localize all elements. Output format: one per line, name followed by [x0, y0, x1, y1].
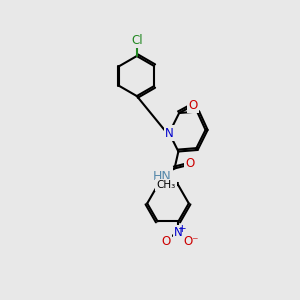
Text: N: N [174, 226, 183, 239]
Text: O: O [185, 157, 195, 169]
Text: Cl: Cl [131, 34, 142, 47]
Text: O⁻: O⁻ [183, 235, 199, 248]
Text: +: + [178, 224, 187, 234]
Text: CH₃: CH₃ [156, 180, 176, 190]
Text: O: O [188, 99, 198, 112]
Text: N: N [165, 127, 173, 140]
Text: O: O [161, 235, 171, 248]
Text: HN: HN [153, 169, 172, 183]
